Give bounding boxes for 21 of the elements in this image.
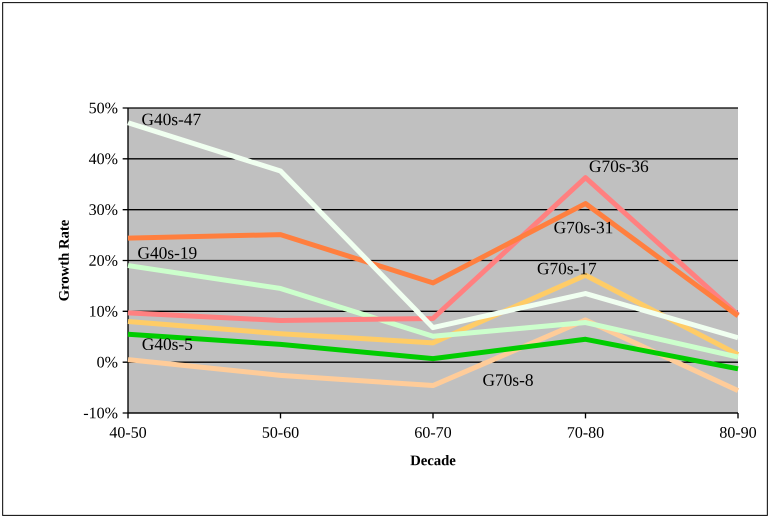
y-tick-label: 40% [88,153,118,164]
x-tick-label: 70-80 [568,427,604,438]
y-tick-label: 50% [90,102,118,114]
x-axis-title: Decade [410,455,456,466]
annotation: G70s-8 [483,374,533,386]
annotation: G40s-47 [142,114,201,126]
annotation: G70s-31 [554,222,612,234]
x-tick-label: 60-70 [415,427,452,438]
annotation: G40s-5 [142,338,192,350]
x-tick-label: 40-50 [110,427,146,438]
y-tick-label: 30% [89,204,118,216]
y-tick-label: 20% [89,255,118,266]
annotation: G70s-36 [590,160,648,172]
annotation: G70s-17 [538,262,596,274]
x-tick-label: 80-90 [720,427,756,438]
x-tick-label: 50-60 [262,427,299,438]
annotation: G40s-19 [138,247,196,259]
y-tick-label: -10% [84,408,118,418]
y-axis-title: Growth Rate [58,220,69,301]
y-tick-label: 10% [90,306,118,317]
y-tick-label: 0% [97,356,118,368]
